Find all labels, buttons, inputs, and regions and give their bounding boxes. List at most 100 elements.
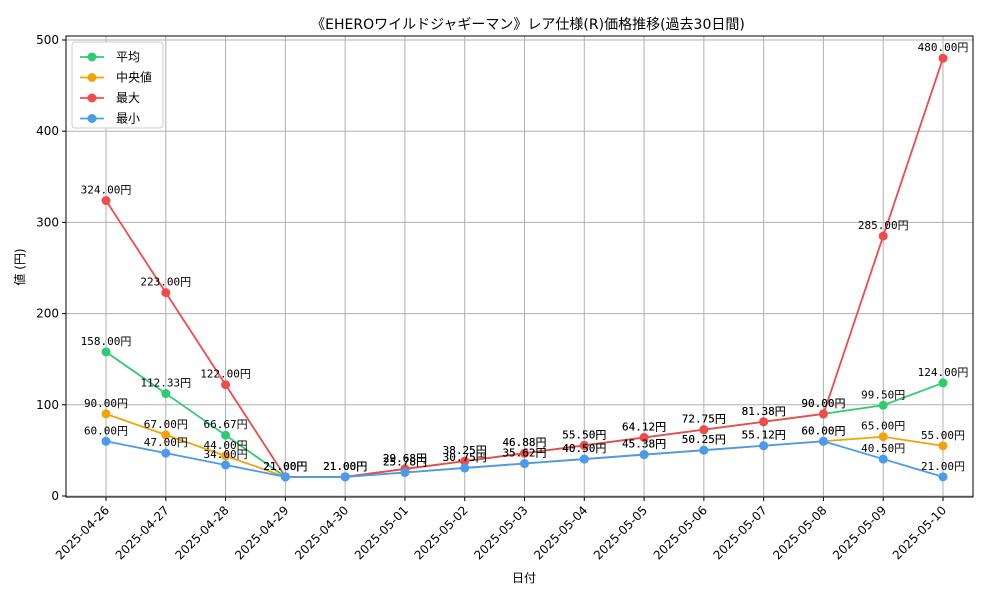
data-label: 72.75円 <box>682 413 726 426</box>
y-axis-label: 値 (円) <box>12 248 27 285</box>
data-label: 47.00円 <box>144 436 188 449</box>
data-point <box>161 448 171 458</box>
data-point <box>878 400 888 410</box>
y-tick-label: 0 <box>51 489 59 503</box>
data-label: 60.00円 <box>84 424 128 437</box>
series-3 <box>101 436 948 482</box>
data-label: 38.25円 <box>443 444 487 457</box>
chart-title: 《EHEROワイルドジャギーマン》レア仕様(R)価格推移(過去30日間) <box>311 17 745 33</box>
x-tick-label: 2025-05-08 <box>770 503 829 562</box>
data-label: 30.75円 <box>443 451 487 464</box>
data-label: 40.50円 <box>562 442 606 455</box>
data-point <box>699 445 709 455</box>
x-tick-label: 2025-05-10 <box>890 503 949 562</box>
data-label: 34.00円 <box>204 448 248 461</box>
data-point <box>818 409 828 419</box>
data-label: 55.50円 <box>562 428 606 441</box>
data-point <box>579 454 589 464</box>
data-label: 60.00円 <box>801 424 845 437</box>
data-point <box>818 436 828 446</box>
data-point <box>101 196 111 206</box>
data-label: 64.12円 <box>622 421 666 434</box>
data-point <box>221 380 231 390</box>
data-label: 46.88円 <box>502 436 546 449</box>
x-tick-label: 2025-04-30 <box>292 503 351 562</box>
data-point <box>520 459 529 469</box>
x-tick-label: 2025-05-05 <box>591 503 650 562</box>
data-point <box>579 440 589 450</box>
x-tick-label: 2025-05-03 <box>471 503 530 562</box>
grid <box>66 36 973 497</box>
data-labels: 158.00円 112.33円 66.67円 21.00円 21.00円 29.68円 38… <box>81 41 969 473</box>
legend-marker <box>87 114 97 123</box>
data-point <box>460 463 470 473</box>
data-label: 44.00円 <box>204 439 248 452</box>
data-label: 29.68円 <box>383 452 427 465</box>
data-point <box>938 441 948 451</box>
data-label: 45.38円 <box>622 438 666 451</box>
data-point <box>878 432 888 442</box>
series-2 <box>101 53 948 482</box>
series <box>101 53 948 482</box>
data-label: 60.00円 <box>801 424 845 437</box>
data-point <box>340 472 350 482</box>
data-point <box>460 456 470 466</box>
data-point <box>938 472 948 482</box>
data-label: 124.00円 <box>918 366 969 379</box>
y-axis: 0 100 200 300 400 500 <box>36 33 66 503</box>
data-label: 158.00円 <box>81 335 132 348</box>
legend-label: 平均 <box>116 50 140 64</box>
legend-label: 中央値 <box>116 70 152 85</box>
x-tick-label: 2025-05-09 <box>830 503 889 562</box>
legend-marker <box>87 93 97 103</box>
data-label: 55.00円 <box>921 429 965 442</box>
plot-area <box>66 36 973 497</box>
data-label: 122.00円 <box>200 368 251 381</box>
x-tick-label: 2025-05-04 <box>531 503 590 562</box>
data-label: 81.38円 <box>742 405 786 418</box>
data-label: 21.00円 <box>323 460 367 473</box>
x-tick-label: 2025-04-28 <box>172 503 231 562</box>
data-label: 21.00円 <box>263 460 307 473</box>
data-label: 40.50円 <box>861 442 905 455</box>
data-label: 90.00円 <box>801 397 845 410</box>
data-label: 29.68円 <box>383 452 427 465</box>
data-point <box>161 389 171 399</box>
data-label: 480.00円 <box>918 41 969 54</box>
y-tick-label: 500 <box>36 33 59 47</box>
data-point <box>699 425 709 435</box>
data-point <box>878 231 888 241</box>
data-label: 64.12円 <box>622 421 666 434</box>
data-label: 66.67円 <box>204 418 248 431</box>
data-point <box>938 378 948 388</box>
x-axis-label: 日付 <box>512 571 536 585</box>
data-point <box>938 53 948 63</box>
data-point <box>101 436 111 446</box>
y-tick-label: 200 <box>36 307 59 321</box>
legend-marker <box>87 52 97 62</box>
data-label: 38.25円 <box>443 444 487 457</box>
x-axis: 2025-04-26 2025-04-27 2025-04-28 2025-04-29… <box>53 497 949 562</box>
data-label: 65.00円 <box>861 420 905 433</box>
data-point <box>101 409 111 419</box>
data-point <box>280 472 290 482</box>
data-label: 90.00円 <box>84 397 128 410</box>
data-point <box>221 460 231 470</box>
legend-box <box>71 41 164 129</box>
x-tick-label: 2025-05-07 <box>711 503 770 562</box>
data-label: 81.38円 <box>742 405 786 418</box>
x-tick-label: 2025-04-26 <box>53 503 112 562</box>
data-label: 46.88円 <box>502 436 546 449</box>
data-point <box>878 454 888 464</box>
data-label: 112.33円 <box>140 377 191 390</box>
data-label: 40.50円 <box>562 442 606 455</box>
data-label: 21.00円 <box>263 460 307 473</box>
x-tick-label: 2025-04-27 <box>113 503 172 562</box>
data-label: 21.00円 <box>921 460 965 473</box>
data-label: 99.50円 <box>861 388 905 401</box>
data-label: 21.00円 <box>263 460 307 473</box>
data-point <box>639 450 649 460</box>
